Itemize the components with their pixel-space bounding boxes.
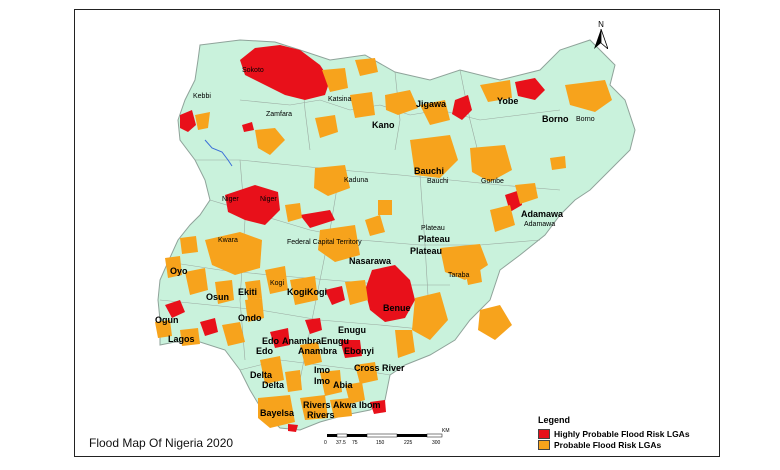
label-imo-2: Imo bbox=[314, 376, 331, 386]
label-edo-2: Edo bbox=[256, 346, 273, 356]
label-oyo: Oyo bbox=[170, 266, 188, 276]
label-plateau-lga: Plateau bbox=[421, 225, 445, 232]
legend-item-high: Highly Probable Flood Risk LGAs bbox=[538, 428, 690, 439]
label-fct: Federal Capital Territory bbox=[287, 239, 362, 246]
scale-tick-4: 225 bbox=[404, 440, 413, 446]
label-kano: Kano bbox=[372, 120, 395, 130]
high-risk-lgas bbox=[165, 45, 545, 432]
label-enugu: Enugu bbox=[338, 325, 366, 335]
scale-unit: KM bbox=[442, 428, 450, 434]
legend-item-probable: Probable Flood Risk LGAs bbox=[538, 439, 690, 450]
label-delta-2: Delta bbox=[262, 380, 285, 390]
label-sokoto: Sokoto bbox=[242, 67, 264, 74]
label-plateau: Plateau bbox=[418, 234, 451, 244]
scale-bar-graphic bbox=[327, 433, 443, 438]
label-edo: Edo bbox=[262, 336, 279, 346]
label-bauchi-lga: Bauchi bbox=[427, 178, 449, 185]
label-anambra: Anambra bbox=[298, 346, 338, 356]
scale-tick-1: 37.5 bbox=[336, 440, 346, 446]
label-katsina: Katsina bbox=[328, 96, 352, 103]
label-bayelsa: Bayelsa bbox=[260, 408, 295, 418]
label-kebbi: Kebbi bbox=[193, 93, 211, 100]
label-gombe: Gombe bbox=[481, 178, 504, 185]
label-plateau-2: Plateau bbox=[410, 246, 443, 256]
label-rivers: Rivers bbox=[303, 400, 331, 410]
label-lagos: Lagos bbox=[168, 334, 195, 344]
label-ekiti: Ekiti bbox=[238, 287, 258, 297]
label-cross-river: Cross River bbox=[354, 363, 405, 373]
label-ondo: Ondo bbox=[238, 313, 262, 323]
label-adamawa: Adamawa bbox=[521, 209, 564, 219]
scale-ticks: 0 37.5 75 150 225 300 bbox=[324, 440, 440, 446]
label-niger-2: Niger bbox=[260, 196, 277, 203]
scale-tick-2: 75 bbox=[352, 440, 358, 446]
label-borno: Borno bbox=[542, 114, 569, 124]
label-ogun: Ogun bbox=[155, 315, 179, 325]
legend-label-high: Highly Probable Flood Risk LGAs bbox=[554, 428, 690, 439]
legend: Legend Highly Probable Flood Risk LGAs P… bbox=[538, 415, 690, 450]
scale-bar: 0 37.5 75 150 225 300 KM bbox=[322, 428, 452, 457]
label-akwa-ibom: Akwa Ibom bbox=[333, 400, 381, 410]
label-delta: Delta bbox=[250, 370, 273, 380]
label-benue: Benue bbox=[383, 303, 411, 313]
legend-label-probable: Probable Flood Risk LGAs bbox=[554, 439, 662, 450]
label-jigawa: Jigawa bbox=[416, 99, 447, 109]
north-label: N bbox=[598, 20, 604, 29]
legend-title: Legend bbox=[538, 415, 571, 425]
label-borno-lga: Borno bbox=[576, 116, 595, 123]
label-adamawa-lga: Adamawa bbox=[524, 221, 556, 228]
label-abia: Abia bbox=[333, 380, 353, 390]
label-zamfara: Zamfara bbox=[266, 111, 293, 118]
river bbox=[204, 139, 233, 167]
label-osun: Osun bbox=[206, 292, 230, 302]
north-arrow-icon bbox=[594, 28, 609, 51]
label-kogi: KogiKogi bbox=[287, 287, 327, 297]
label-imo: Imo bbox=[314, 365, 331, 375]
label-bauchi: Bauchi bbox=[414, 166, 445, 176]
scale-tick-0: 0 bbox=[324, 440, 327, 446]
label-ebonyi: Ebonyi bbox=[344, 346, 375, 356]
label-kogi-lga: Kogi bbox=[270, 280, 285, 287]
scale-tick-3: 150 bbox=[376, 440, 385, 446]
map-title: Flood Map Of Nigeria 2020 bbox=[89, 436, 234, 450]
label-kaduna: Kaduna bbox=[344, 177, 369, 184]
legend-swatch-probable bbox=[538, 439, 550, 450]
label-nasarawa: Nasarawa bbox=[349, 256, 392, 266]
label-anambra-enugu: AnambraEnugu bbox=[282, 336, 350, 346]
scale-tick-5: 300 bbox=[432, 440, 441, 446]
label-niger: Niger bbox=[222, 196, 239, 203]
north-arrow: N bbox=[594, 20, 609, 54]
legend-swatch-high bbox=[538, 428, 550, 439]
label-rivers-2: Rivers bbox=[307, 410, 335, 420]
label-taraba: Taraba bbox=[448, 272, 470, 279]
probable-risk-lgas bbox=[155, 58, 612, 428]
label-yobe: Yobe bbox=[497, 96, 519, 106]
label-kwara: Kwara bbox=[218, 237, 238, 244]
